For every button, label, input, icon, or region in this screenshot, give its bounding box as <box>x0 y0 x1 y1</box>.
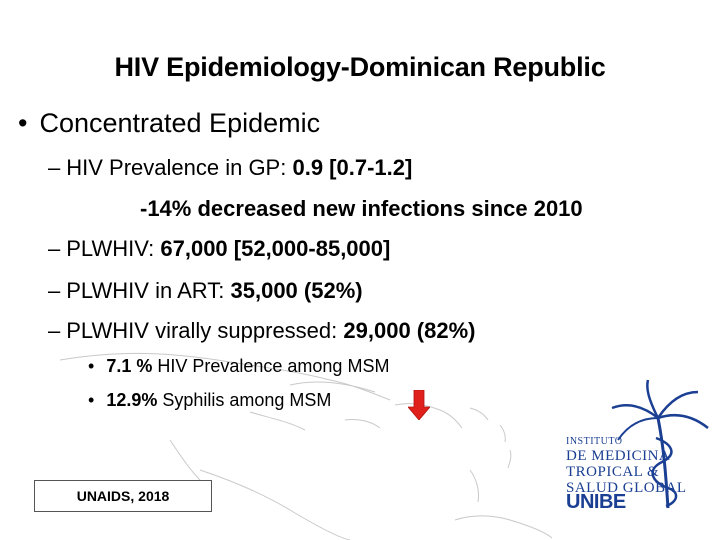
sub-value: 7.1 % <box>106 356 153 376</box>
logo-line: TROPICAL & <box>566 464 660 480</box>
sub-value: 12.9% <box>106 390 158 410</box>
sub-label: HIV Prevalence among MSM <box>152 356 390 376</box>
sub-bullet-prevalence-gp: – HIV Prevalence in GP: 0.9 [0.7-1.2] <box>48 155 412 181</box>
dash: – <box>48 155 61 180</box>
sub-label: HIV Prevalence in GP: <box>66 155 293 180</box>
sub-label: PLWHIV virally suppressed: <box>66 318 344 343</box>
source-citation: UNAIDS, 2018 <box>34 480 212 512</box>
sub-label: Syphilis among MSM <box>157 390 332 410</box>
bullet-text: Concentrated Epidemic <box>39 108 321 138</box>
sub-value: 0.9 [0.7-1.2] <box>292 155 413 180</box>
slide-title: HIV Epidemiology-Dominican Republic <box>114 52 606 82</box>
arrow-down-icon <box>408 390 430 420</box>
sub-label: PLWHIV: <box>66 236 161 261</box>
logo-institute-name: INSTITUTO DE MEDICINA TROPICAL & SALUD G… <box>566 436 687 496</box>
sub-value: 67,000 [52,000-85,000] <box>160 236 391 261</box>
bullet-dot: • <box>88 390 95 410</box>
sub-value: 35,000 (52%) <box>230 278 363 303</box>
sub-bullet-plwhiv-art: – PLWHIV in ART: 35,000 (52%) <box>48 278 363 304</box>
sub-bullet-plwhiv: – PLWHIV: 67,000 [52,000-85,000] <box>48 236 390 262</box>
dash: – <box>48 318 61 343</box>
sub-sub-bullet-msm-prevalence: • 7.1 % HIV Prevalence among MSM <box>88 356 389 377</box>
sub-bullet-viral-suppression: – PLWHIV virally suppressed: 29,000 (82%) <box>48 318 475 344</box>
logo-line: DE MEDICINA <box>566 448 671 464</box>
bullet-dot: • <box>88 356 95 376</box>
sub-value: 29,000 (82%) <box>343 318 476 343</box>
bullet-concentrated-epidemic: • Concentrated Epidemic <box>18 108 320 139</box>
palm-caduceus-logo <box>611 379 709 509</box>
note-new-infections: -14% decreased new infections since 2010 <box>140 196 583 221</box>
dash: – <box>48 278 61 303</box>
logo-brand: UNIBE <box>566 491 626 513</box>
sub-sub-bullet-msm-syphilis: • 12.9% Syphilis among MSM <box>88 390 331 411</box>
logo-line: SALUD GLOBAL <box>566 480 687 496</box>
dash: – <box>48 236 61 261</box>
sub-label: PLWHIV in ART: <box>66 278 231 303</box>
logo-line: INSTITUTO <box>566 436 623 447</box>
bullet-dot: • <box>18 108 28 138</box>
